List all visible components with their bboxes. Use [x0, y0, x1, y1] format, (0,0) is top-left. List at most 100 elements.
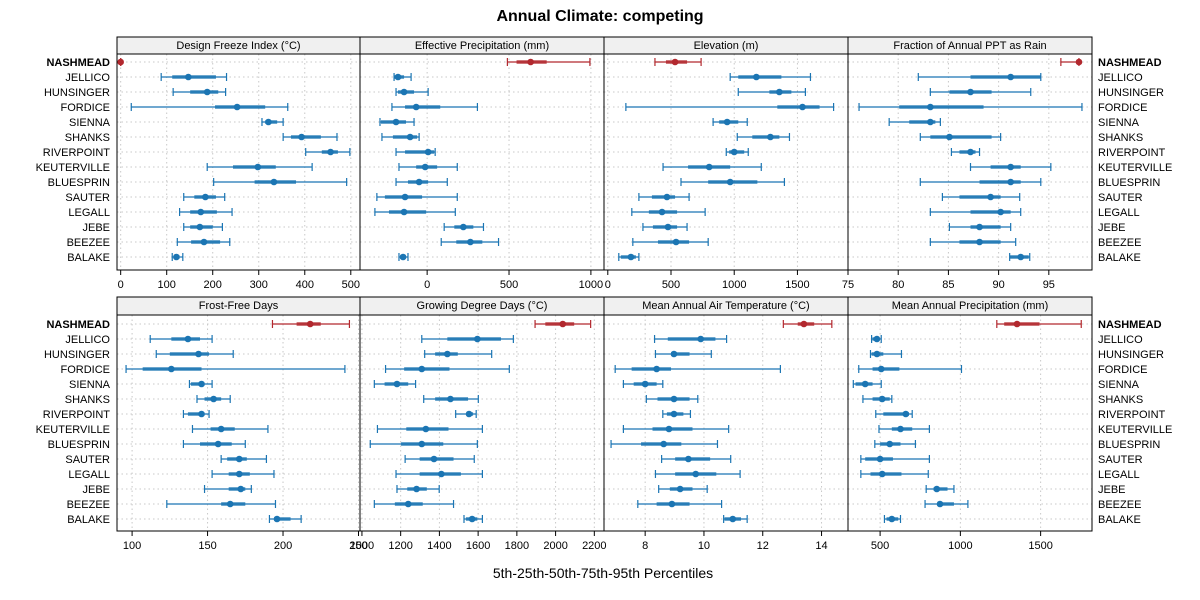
median-point [198, 410, 205, 418]
percentile-mark [924, 500, 969, 508]
percentile-mark [658, 485, 708, 493]
row-label: BALAKE [1098, 514, 1141, 526]
percentile-mark [637, 500, 723, 508]
median-point [987, 193, 994, 201]
percentile-mark [455, 410, 477, 418]
row-label: JEBE [1098, 484, 1126, 496]
row-label: BLUESPRIN [1098, 439, 1160, 451]
x-tick-label: 1600 [466, 540, 490, 552]
median-point [658, 208, 666, 216]
median-point [185, 73, 192, 81]
median-point [946, 133, 953, 141]
median-point [195, 350, 202, 358]
row-label: NASHMEAD [1098, 319, 1162, 331]
median-point [653, 365, 660, 373]
row-label: KEUTERVILLE [1098, 424, 1172, 436]
median-point [933, 485, 941, 493]
median-point [676, 485, 684, 493]
percentile-mark [379, 118, 415, 126]
percentile-mark [373, 380, 417, 388]
median-point [399, 253, 407, 261]
median-point [670, 395, 678, 403]
percentile-mark [395, 88, 429, 96]
percentile-mark [463, 515, 483, 523]
percentile-mark [653, 335, 728, 343]
median-point [474, 335, 481, 343]
median-point [418, 440, 426, 448]
median-point [430, 455, 438, 463]
row-label: BEEZEE [1098, 237, 1141, 249]
percentile-mark [424, 350, 493, 358]
percentile-mark [622, 425, 730, 433]
median-point [273, 515, 281, 523]
median-point [173, 253, 180, 261]
x-tick-label: 10 [698, 540, 710, 552]
row-label: LEGALL [1098, 469, 1140, 481]
panel-plot-area [848, 315, 1092, 531]
x-tick-label: 1400 [427, 540, 451, 552]
percentile-mark [725, 148, 749, 156]
panel: Growing Degree Days (°C) 1000 1200 1400 1600… [350, 296, 607, 552]
median-point [270, 178, 278, 186]
percentile-mark [166, 500, 277, 508]
median-point [627, 253, 635, 261]
median-point [685, 455, 692, 463]
median-point [967, 148, 974, 156]
median-point [237, 485, 245, 493]
x-tick-label: 1000 [722, 279, 746, 291]
panel: Design Freeze Index (°C) 0 100 200 300 400 500 [116, 36, 361, 291]
percentile-mark [631, 208, 706, 216]
median-point [202, 193, 209, 201]
median-point [400, 208, 408, 216]
median-point [447, 395, 454, 403]
percentile-mark [929, 88, 1032, 96]
row-label: LEGALL [68, 207, 110, 219]
median-point [400, 88, 408, 96]
row-label: FORDICE [61, 102, 111, 114]
median-point [298, 133, 305, 141]
median-point [306, 320, 314, 328]
percentile-mark [172, 88, 227, 96]
percentile-mark [191, 425, 269, 433]
x-tick-label: 500 [342, 279, 360, 291]
x-tick-label: 0 [424, 279, 430, 291]
percentile-mark [160, 73, 228, 81]
median-point [767, 133, 774, 141]
median-point [670, 410, 678, 418]
percentile-mark [632, 238, 709, 246]
median-point [404, 500, 412, 508]
panels: Design Freeze Index (°C)0 100 200 300 400 500… [116, 36, 1093, 552]
median-point [997, 208, 1004, 216]
x-tick-label: 0 [118, 279, 124, 291]
percentile-mark [155, 350, 234, 358]
median-point [897, 425, 904, 433]
panel-title: Mean Annual Precipitation (mm) [892, 300, 1049, 312]
row-label: BLUESPRIN [48, 177, 110, 189]
median-point [692, 470, 700, 478]
x-tick-label: 1000 [350, 540, 374, 552]
median-point [665, 425, 673, 433]
row-label: HUNSINGER [44, 349, 110, 361]
percentile-mark [211, 470, 275, 478]
percentile-mark [919, 133, 1002, 141]
row-label: HUNSINGER [1098, 349, 1164, 361]
panel-title: Growing Degree Days (°C) [417, 300, 548, 312]
row-label: BEEZEE [1098, 499, 1141, 511]
row-label: SHANKS [1098, 132, 1143, 144]
row-label: BALAKE [67, 514, 110, 526]
median-point [210, 395, 217, 403]
percentile-mark [395, 470, 483, 478]
x-tick-label: 2000 [543, 540, 567, 552]
percentile-mark [852, 380, 882, 388]
row-label: JEBE [82, 484, 110, 496]
panel-plot-area [360, 315, 604, 531]
row-label: BEEZEE [67, 499, 110, 511]
median-point [444, 350, 451, 358]
percentile-mark [860, 455, 930, 463]
median-point [415, 178, 423, 186]
median-point [217, 425, 225, 433]
percentile-mark [423, 395, 479, 403]
percentile-mark [654, 470, 741, 478]
percentile-mark [858, 103, 1083, 111]
median-point [418, 365, 426, 373]
